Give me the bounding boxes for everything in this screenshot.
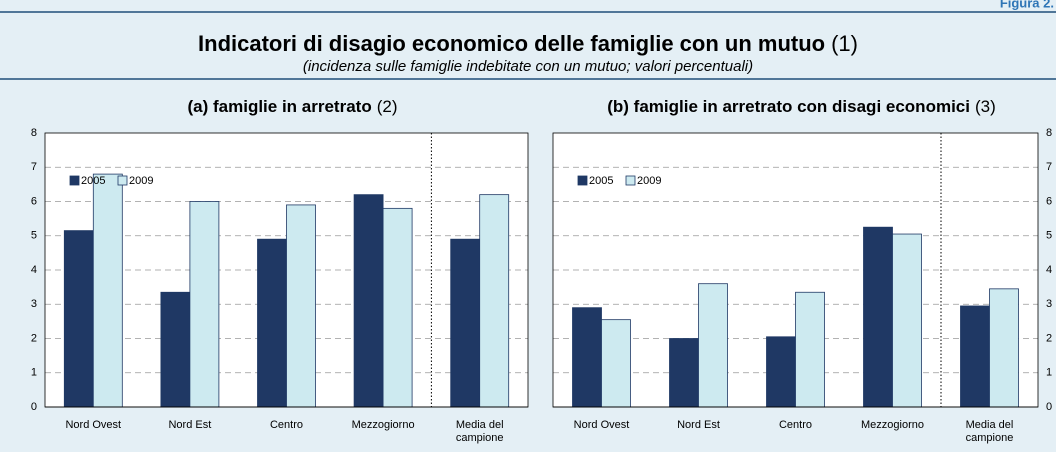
y-tick-label: 0	[1046, 401, 1052, 413]
x-tick-label: Centro	[269, 419, 304, 431]
x-tick-label: Media del campione	[965, 419, 1014, 444]
panel-title-text: (a) famiglie in arretrato	[188, 97, 372, 116]
bar	[92, 173, 123, 408]
bar	[160, 291, 191, 408]
bar	[353, 194, 384, 408]
y-tick-label: 0	[31, 401, 37, 413]
y-tick-label: 7	[1046, 161, 1052, 173]
bar	[189, 201, 220, 408]
y-tick-label: 4	[1046, 264, 1052, 276]
bar	[863, 226, 893, 408]
y-tick-label: 8	[1046, 127, 1052, 139]
bar	[766, 336, 796, 408]
legend-swatch	[69, 175, 80, 186]
bar	[669, 338, 699, 408]
y-tick-label: 3	[31, 298, 37, 310]
y-tick-label: 2	[31, 332, 37, 344]
bar	[892, 233, 922, 408]
panel-title-note: (2)	[377, 97, 398, 116]
legend-label: 2009	[129, 175, 153, 187]
y-tick-label: 1	[31, 367, 37, 379]
x-tick-label: Media del campione	[455, 419, 504, 444]
x-tick-label: Nord Est	[168, 419, 212, 431]
bar	[479, 194, 510, 408]
plot-frame	[44, 132, 529, 408]
y-tick-label: 8	[31, 127, 37, 139]
x-tick-label: Nord Ovest	[65, 419, 122, 431]
x-tick-label: Mezzogiorno	[861, 419, 924, 431]
legend-label: 2009	[637, 175, 661, 187]
x-tick-label: Mezzogiorno	[351, 419, 415, 431]
panel-title-text: (b) famiglie in arretrato con disagi eco…	[607, 97, 970, 116]
x-tick-label: Nord Ovest	[573, 419, 630, 431]
panel-title: (b) famiglie in arretrato con disagi eco…	[607, 97, 996, 116]
y-tick-label: 1	[1046, 367, 1052, 379]
bar	[795, 291, 825, 408]
legend-swatch	[625, 175, 636, 186]
figure-label: Figura 2.	[1000, 0, 1054, 10]
bar	[382, 207, 413, 408]
subtitle: (incidenza sulle famiglie indebitate con…	[303, 58, 753, 75]
panel-title: (a) famiglie in arretrato (2)	[188, 97, 398, 116]
legend-swatch	[577, 175, 588, 186]
bar	[601, 319, 631, 408]
panel-title-note: (3)	[975, 97, 996, 116]
x-tick-label: Centro	[778, 419, 813, 431]
bar	[257, 238, 287, 408]
y-tick-label: 5	[31, 230, 37, 242]
bar	[63, 230, 94, 408]
title-text: Indicatori di disagio economico delle fa…	[198, 31, 825, 56]
bar	[572, 307, 602, 408]
y-tick-label: 3	[1046, 298, 1052, 310]
legend-label: 2005	[589, 175, 613, 187]
y-tick-label: 5	[1046, 230, 1052, 242]
bar	[698, 283, 728, 408]
x-tick-label: Nord Est	[677, 419, 720, 431]
y-tick-label: 4	[31, 264, 37, 276]
y-tick-label: 7	[31, 161, 37, 173]
bar	[286, 204, 316, 408]
legend-swatch	[117, 175, 128, 186]
bar	[989, 288, 1019, 408]
y-tick-label: 6	[31, 195, 37, 207]
y-tick-label: 2	[1046, 332, 1052, 344]
legend-label: 2005	[81, 175, 105, 187]
plot-frame	[552, 132, 1039, 408]
main-title: Indicatori di disagio economico delle fa…	[198, 31, 858, 56]
y-tick-label: 6	[1046, 195, 1052, 207]
title-note: (1)	[831, 31, 858, 56]
bar	[450, 238, 481, 408]
bar	[960, 305, 990, 408]
